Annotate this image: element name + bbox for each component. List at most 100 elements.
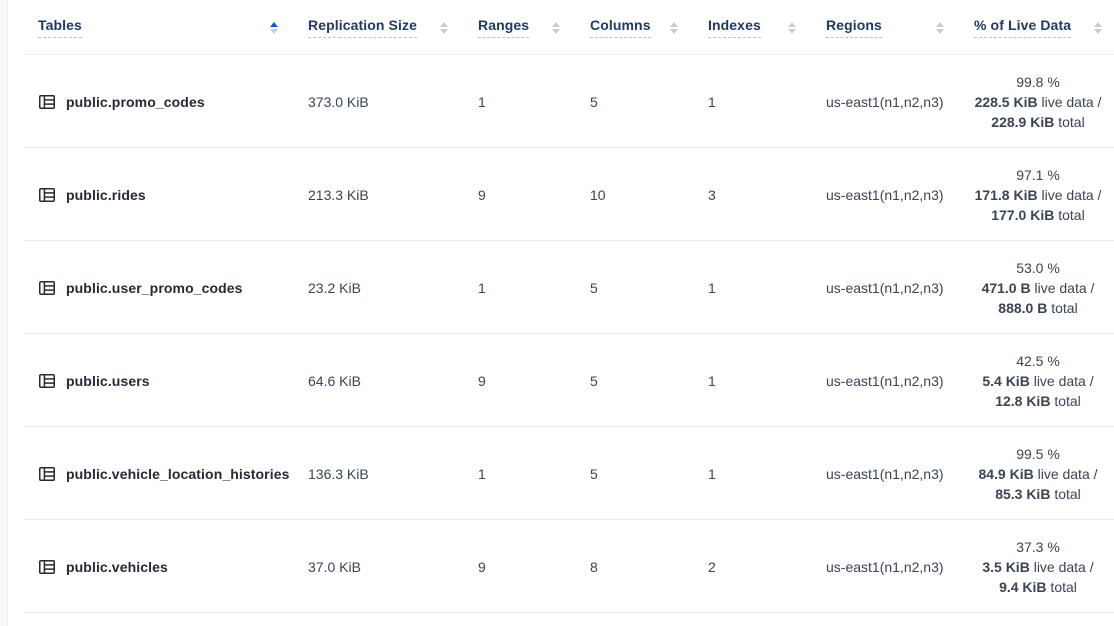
sort-icon[interactable] — [936, 21, 944, 34]
regions-cell: us-east1(n1,n2,n3) — [826, 279, 944, 296]
column-header-label: Indexes — [708, 17, 761, 38]
page-left-gutter — [0, 0, 8, 626]
column-header-label: Tables — [38, 17, 82, 38]
column-header-ranges[interactable]: Ranges — [460, 0, 572, 55]
columns-cell: 5 — [590, 465, 598, 482]
replication-size-cell: 213.3 KiB — [308, 186, 369, 203]
table-name-cell[interactable]: public.rides — [8, 148, 290, 241]
ranges-cell: 1 — [478, 279, 486, 296]
columns-cell: 8 — [590, 558, 598, 575]
indexes-cell: 1 — [708, 372, 716, 389]
table-icon — [38, 279, 56, 297]
live-data-cell: 53.0 % 471.0 B live data / 888.0 B total — [956, 241, 1114, 334]
sort-down-arrow-icon — [270, 28, 278, 34]
table-name[interactable]: public.user_promo_codes — [66, 279, 243, 296]
column-header-label: Columns — [590, 17, 651, 38]
row-separator — [24, 147, 1114, 148]
sort-up-arrow-icon — [552, 21, 560, 27]
replication-size-cell: 37.0 KiB — [308, 558, 361, 575]
regions-cell: us-east1(n1,n2,n3) — [826, 93, 944, 110]
table-name[interactable]: public.vehicles — [66, 558, 168, 575]
regions-cell: us-east1(n1,n2,n3) — [826, 558, 944, 575]
row-separator — [24, 426, 1114, 427]
table-row[interactable]: public.user_promo_codes 23.2 KiB 1 5 1 u… — [8, 241, 1114, 334]
column-header-label: Replication Size — [308, 17, 417, 38]
table-header-row: Tables Replication Size Ranges Columns I… — [8, 0, 1114, 55]
live-percent: 37.3 % — [1016, 538, 1060, 555]
table-row[interactable]: public.promo_codes 373.0 KiB 1 5 1 us-ea… — [8, 55, 1114, 148]
ranges-cell: 9 — [478, 186, 486, 203]
column-header-columns[interactable]: Columns — [572, 0, 690, 55]
table-icon — [38, 93, 56, 111]
live-data-cell: 37.3 % 3.5 KiB live data / 9.4 KiB total — [956, 520, 1114, 613]
table-name-cell[interactable]: public.user_promo_codes — [8, 241, 290, 334]
sort-icon[interactable] — [440, 21, 448, 34]
replication-size-cell: 136.3 KiB — [308, 465, 369, 482]
total-bytes-line: 177.0 KiB total — [991, 206, 1085, 223]
total-bytes-line: 888.0 B total — [998, 299, 1078, 316]
sort-up-arrow-icon — [936, 21, 944, 27]
header-separator — [24, 54, 1114, 55]
table-icon — [38, 558, 56, 576]
table-name[interactable]: public.users — [66, 372, 150, 389]
sort-down-arrow-icon — [552, 28, 560, 34]
table-row[interactable]: public.vehicles 37.0 KiB 9 8 2 us-east1(… — [8, 520, 1114, 613]
table-name-cell[interactable]: public.promo_codes — [8, 55, 290, 148]
table-name[interactable]: public.promo_codes — [66, 93, 205, 110]
column-header-live-data[interactable]: % of Live Data — [956, 0, 1114, 55]
columns-cell: 5 — [590, 93, 598, 110]
sort-down-arrow-icon — [670, 28, 678, 34]
column-header-label: Ranges — [478, 17, 530, 38]
sort-up-arrow-icon — [440, 21, 448, 27]
indexes-cell: 3 — [708, 186, 716, 203]
indexes-cell: 1 — [708, 93, 716, 110]
live-bytes-line: 84.9 KiB live data / — [978, 465, 1098, 482]
row-separator — [24, 612, 1114, 613]
table-row[interactable]: public.rides 213.3 KiB 9 10 3 us-east1(n… — [8, 148, 1114, 241]
replication-size-cell: 23.2 KiB — [308, 279, 361, 296]
column-header-regions[interactable]: Regions — [808, 0, 956, 55]
table-name[interactable]: public.vehicle_location_histories — [66, 465, 290, 482]
table-icon — [38, 465, 56, 483]
live-percent: 97.1 % — [1016, 166, 1060, 183]
sort-up-arrow-icon — [788, 21, 796, 27]
table-row[interactable]: public.users 64.6 KiB 9 5 1 us-east1(n1,… — [8, 334, 1114, 427]
replication-size-cell: 64.6 KiB — [308, 372, 361, 389]
live-bytes-line: 471.0 B live data / — [981, 279, 1095, 296]
column-header-label: % of Live Data — [974, 17, 1072, 38]
sort-asc-icon[interactable] — [270, 21, 278, 34]
row-separator — [24, 519, 1114, 520]
ranges-cell: 9 — [478, 558, 486, 575]
table-row[interactable]: public.vehicle_location_histories 136.3 … — [8, 427, 1114, 520]
table-name-cell[interactable]: public.vehicle_location_histories — [8, 427, 290, 520]
sort-up-arrow-icon — [1094, 21, 1102, 27]
columns-cell: 5 — [590, 372, 598, 389]
regions-cell: us-east1(n1,n2,n3) — [826, 372, 944, 389]
live-bytes-line: 171.8 KiB live data / — [974, 186, 1102, 203]
live-percent: 99.5 % — [1016, 445, 1060, 462]
live-bytes-line: 3.5 KiB live data / — [982, 558, 1094, 575]
ranges-cell: 1 — [478, 465, 486, 482]
sort-icon[interactable] — [1094, 21, 1102, 34]
sort-icon[interactable] — [552, 21, 560, 34]
column-header-tables[interactable]: Tables — [8, 0, 290, 55]
sort-up-arrow-icon — [670, 21, 678, 27]
table-name[interactable]: public.rides — [66, 186, 146, 203]
column-header-indexes[interactable]: Indexes — [690, 0, 808, 55]
sort-icon[interactable] — [670, 21, 678, 34]
column-header-replication-size[interactable]: Replication Size — [290, 0, 460, 55]
table-icon — [38, 186, 56, 204]
row-separator — [24, 333, 1114, 334]
table-name-cell[interactable]: public.vehicles — [8, 520, 290, 613]
indexes-cell: 1 — [708, 465, 716, 482]
live-bytes-line: 5.4 KiB live data / — [982, 372, 1094, 389]
regions-cell: us-east1(n1,n2,n3) — [826, 465, 944, 482]
live-data-cell: 97.1 % 171.8 KiB live data / 177.0 KiB t… — [956, 148, 1114, 241]
sort-icon[interactable] — [788, 21, 796, 34]
live-data-cell: 42.5 % 5.4 KiB live data / 12.8 KiB tota… — [956, 334, 1114, 427]
columns-cell: 10 — [590, 186, 606, 203]
table-name-cell[interactable]: public.users — [8, 334, 290, 427]
ranges-cell: 1 — [478, 93, 486, 110]
indexes-cell: 2 — [708, 558, 716, 575]
sort-up-arrow-icon — [270, 21, 278, 27]
